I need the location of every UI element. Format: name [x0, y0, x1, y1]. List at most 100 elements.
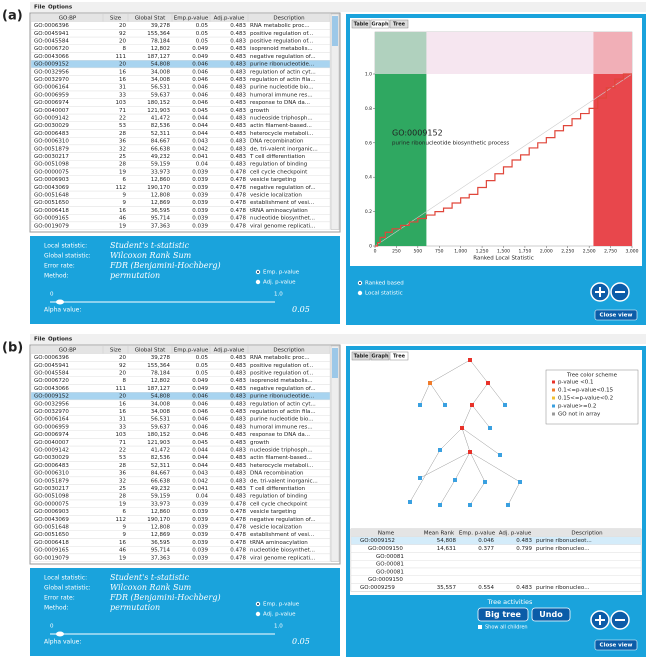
checkbox[interactable] — [478, 625, 482, 629]
table-cell: 0.049 — [192, 386, 208, 392]
tab-label: Tree — [393, 354, 406, 360]
table-cell: 39,278 — [151, 23, 171, 29]
table-cell: tRNA aminoacylation — [250, 540, 308, 546]
scrollbar[interactable] — [331, 14, 339, 230]
page: (a)FileOptions(b)FileOptionsGO:BPSizeGlo… — [0, 0, 648, 657]
tree-node[interactable] — [486, 381, 490, 385]
table-cell: GO:0006903 — [34, 177, 69, 183]
table-cell: 0.05 — [196, 355, 209, 361]
column-header: Emp.p-value — [174, 15, 209, 21]
tree-node[interactable] — [443, 403, 447, 407]
table-cell: 0.039 — [192, 501, 208, 507]
radio[interactable] — [256, 612, 260, 616]
table-cell: 31 — [119, 417, 126, 423]
y-tick-label: 0.4 — [365, 175, 372, 181]
tree-node[interactable] — [468, 503, 472, 507]
scroll-thumb[interactable] — [332, 348, 338, 378]
table-cell: regulation of binding — [250, 494, 307, 500]
table-cell: 0.478 — [230, 208, 246, 214]
table-cell: 95,714 — [151, 216, 171, 222]
tree-node[interactable] — [470, 403, 474, 407]
table-cell: GO:0045584 — [34, 38, 69, 44]
scrollbar[interactable] — [331, 346, 339, 562]
table-cell: 0.483 — [230, 455, 246, 461]
table-cell: 0.039 — [192, 169, 208, 175]
table-cell: GO:0032970 — [34, 77, 69, 83]
table-cell: 71 — [119, 108, 126, 114]
table-cell: 0.483 — [230, 363, 246, 369]
setting-value: FDR (Benjamini-Hochberg) — [109, 593, 221, 602]
table-cell: 56,531 — [151, 417, 170, 423]
table-cell: GO:0043066 — [34, 54, 69, 60]
tree-node[interactable] — [453, 478, 457, 482]
table-cell: 8 — [123, 378, 127, 384]
table-cell: 0.483 — [230, 394, 246, 400]
table-cell: 0.478 — [230, 192, 246, 198]
table-cell: GO:0000075 — [34, 501, 69, 507]
panel-label: (b) — [2, 341, 23, 356]
tree-node[interactable] — [418, 403, 422, 407]
table-cell: GO:0030029 — [34, 123, 69, 129]
radio[interactable] — [256, 280, 260, 284]
table-cell: 0.039 — [192, 200, 208, 206]
table-cell: 0.046 — [192, 100, 208, 106]
table-cell: 0.483 — [230, 23, 246, 29]
table-cell: 0.478 — [230, 540, 246, 546]
annotation: GO:0009152 — [392, 129, 443, 138]
table-cell: 82,536 — [151, 455, 171, 461]
tree-node[interactable] — [468, 450, 472, 454]
radio[interactable] — [358, 291, 362, 295]
table-cell: 190,170 — [147, 185, 170, 191]
x-tick-label: 750 — [435, 249, 444, 255]
table-cell: 155,364 — [147, 31, 170, 37]
table-cell: GO:00081 — [376, 562, 404, 568]
table-cell: negative regulation of... — [250, 386, 316, 392]
alpha-label: Alpha value: — [44, 639, 81, 646]
x-tick-label: 3,000 — [626, 249, 639, 255]
table-cell: 46 — [119, 216, 126, 222]
column-header: Adj.p-value — [214, 347, 245, 353]
tree-node[interactable] — [518, 480, 522, 484]
table-cell: GO:0006396 — [34, 355, 69, 361]
tree-node[interactable] — [506, 503, 510, 507]
table-cell: vesicle targeting — [250, 177, 296, 183]
table-cell: GO:0009165 — [34, 216, 69, 222]
tree-node[interactable] — [408, 500, 412, 504]
tree-node[interactable] — [438, 448, 442, 452]
tree-node[interactable] — [468, 358, 472, 362]
table-cell: 0.044 — [192, 115, 208, 121]
tree-node[interactable] — [498, 453, 502, 457]
slider-thumb[interactable] — [56, 632, 64, 637]
table-row[interactable] — [31, 438, 330, 446]
tree-node[interactable] — [483, 480, 487, 484]
table-cell: regulation of binding — [250, 162, 307, 168]
tree-node[interactable] — [503, 403, 507, 407]
table-cell: nucleoside triphosph... — [250, 115, 313, 121]
tree-node[interactable] — [488, 426, 492, 430]
table-cell: 121,903 — [147, 108, 170, 114]
tree-node[interactable] — [460, 426, 464, 430]
tree-node[interactable] — [428, 381, 432, 385]
table-cell: vesicle localization — [250, 524, 302, 530]
table-cell: 0.483 — [230, 447, 246, 453]
table-cell: 66,638 — [151, 478, 171, 484]
table-cell: 0.044 — [192, 455, 208, 461]
table-cell: 59,159 — [151, 162, 171, 168]
table-cell: negative regulation of... — [250, 517, 316, 523]
tab-label: Graph — [371, 354, 389, 360]
activities-title: Tree activities — [487, 598, 534, 606]
slider-thumb[interactable] — [56, 300, 64, 305]
table-cell: 0.377 — [478, 546, 494, 552]
table-cell: 59,159 — [151, 494, 171, 500]
shaded-range-top — [593, 32, 632, 74]
table-cell: GO:0019079 — [34, 223, 69, 229]
tree-node[interactable] — [418, 476, 422, 480]
setting-value: FDR (Benjamini-Hochberg) — [109, 261, 221, 270]
table-cell: GO:0051648 — [34, 192, 69, 198]
column-header: Global Stat — [135, 15, 166, 21]
table-cell: GO:0009259 — [360, 585, 395, 591]
x-tick-label: 2,500 — [583, 249, 596, 255]
scroll-thumb[interactable] — [332, 16, 338, 46]
table-row[interactable] — [31, 106, 330, 114]
tree-node[interactable] — [438, 503, 442, 507]
